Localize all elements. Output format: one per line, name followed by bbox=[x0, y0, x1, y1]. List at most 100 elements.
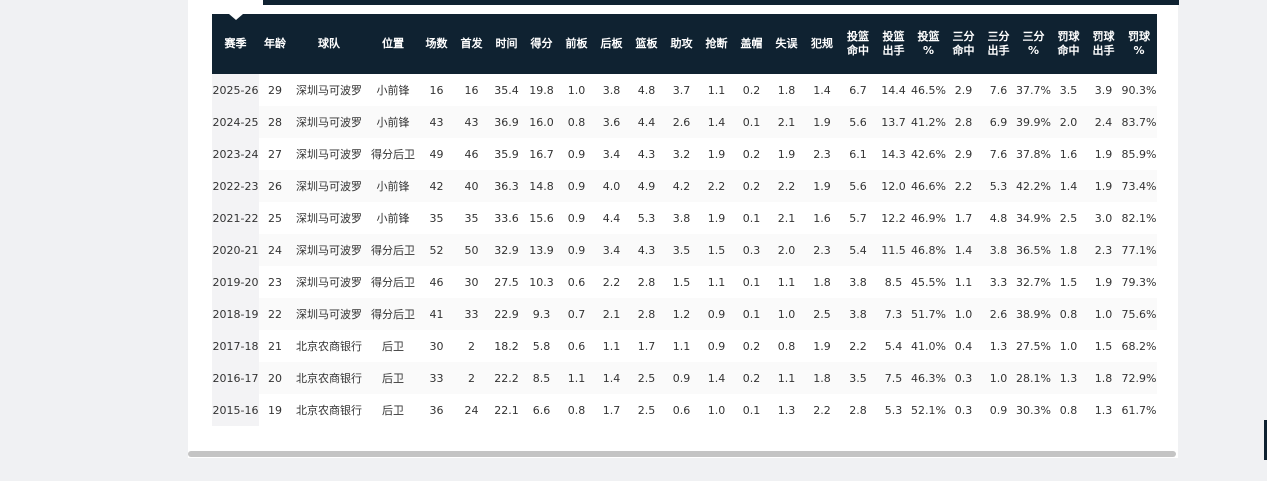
stat-cell: 28.1% bbox=[1016, 362, 1051, 394]
stat-cell: 29 bbox=[268, 83, 282, 97]
stat-cell: 北京农商银行 bbox=[291, 362, 367, 394]
season-cell: 2018-19 bbox=[212, 298, 259, 330]
column-header[interactable]: 三分 命中 bbox=[946, 14, 981, 74]
stat-cell: 5.6 bbox=[840, 106, 876, 138]
stat-cell: 46.5% bbox=[911, 83, 946, 97]
stat-cell: 42.2% bbox=[1016, 170, 1051, 202]
column-header[interactable]: 失误 bbox=[769, 14, 804, 74]
stat-cell: 1.7 bbox=[637, 339, 656, 353]
stat-cell: 2.2 bbox=[813, 403, 831, 417]
column-header[interactable]: 犯规 bbox=[804, 14, 840, 74]
stat-cell: 1.0 bbox=[1086, 298, 1121, 330]
stat-cell: 2.8 bbox=[637, 275, 656, 289]
stat-cell: 3.9 bbox=[1094, 83, 1113, 97]
stat-cell: 3.3 bbox=[989, 275, 1008, 289]
column-header[interactable]: 位置 bbox=[367, 14, 419, 74]
stat-cell: 1.8 bbox=[777, 83, 796, 97]
stat-cell: 4.4 bbox=[602, 211, 621, 225]
season-row: 2015-16 19 北京农商银行 后卫 36 24 22.1 6.6 0.8 1.7 2.5 0.6… bbox=[212, 394, 1157, 426]
stat-cell: 37.8% bbox=[1016, 147, 1051, 161]
stat-cell: 3.8 bbox=[602, 83, 621, 97]
side-tab[interactable] bbox=[1264, 420, 1267, 460]
column-header[interactable]: 盖帽 bbox=[734, 14, 769, 74]
stat-cell: 77.1% bbox=[1121, 234, 1157, 266]
stat-cell: 14.4 bbox=[881, 83, 906, 97]
stat-cell: 5.3 bbox=[981, 170, 1016, 202]
stat-cell: 2.1 bbox=[594, 298, 629, 330]
stat-cell: 3.0 bbox=[1094, 211, 1113, 225]
stat-cell: 2.2 bbox=[946, 170, 981, 202]
column-header[interactable]: 三分 出手 bbox=[981, 14, 1016, 74]
column-header[interactable]: 助攻 bbox=[664, 14, 699, 74]
column-header[interactable]: 首发 bbox=[454, 14, 489, 74]
stat-cell: 5.4 bbox=[840, 234, 876, 266]
column-header[interactable]: 前板 bbox=[559, 14, 594, 74]
stat-cell: 0.2 bbox=[742, 83, 761, 97]
stat-cell: 52.1% bbox=[911, 403, 946, 417]
stat-cell: 50 bbox=[454, 234, 489, 266]
header-text: 投篮 bbox=[882, 30, 905, 43]
stat-cell: 1.4 bbox=[594, 362, 629, 394]
stat-cell: 0.1 bbox=[734, 106, 769, 138]
column-header[interactable]: 球队 bbox=[291, 14, 367, 74]
header-text: 三分 bbox=[952, 30, 975, 43]
stat-cell: 3.8 bbox=[840, 298, 876, 330]
header-text: 罚球 bbox=[1057, 30, 1080, 43]
column-header[interactable]: 投篮 命中 bbox=[840, 14, 876, 74]
column-header[interactable]: 年龄 bbox=[259, 14, 291, 74]
column-header[interactable]: 时间 bbox=[489, 14, 524, 74]
stat-cell: 小前锋 bbox=[376, 84, 410, 97]
stat-cell: 79.3% bbox=[1121, 275, 1157, 289]
stat-cell: 1.1 bbox=[559, 362, 594, 394]
column-header[interactable]: 罚球 命中 bbox=[1051, 14, 1086, 74]
stat-cell: 3.8 bbox=[981, 234, 1016, 266]
stat-cell: 49 bbox=[429, 147, 444, 161]
column-header[interactable]: 抢断 bbox=[699, 14, 734, 74]
column-header[interactable]: 场数 bbox=[419, 14, 454, 74]
column-header[interactable]: 后板 bbox=[594, 14, 629, 74]
header-text: 年龄 bbox=[264, 37, 286, 50]
stat-cell: 90.3% bbox=[1121, 83, 1157, 97]
stat-cell: 2.4 bbox=[1086, 106, 1121, 138]
stat-cell: 36.3 bbox=[489, 170, 524, 202]
header-text: 犯规 bbox=[811, 37, 833, 50]
scrollbar[interactable] bbox=[188, 451, 1176, 457]
stat-cell: 0.9 bbox=[559, 234, 594, 266]
column-header[interactable]: 篮板 bbox=[629, 14, 664, 74]
season-row: 2024-25 28 深圳马可波罗 小前锋 43 43 36.9 16.0 0.8 3.6 4.4 2… bbox=[212, 106, 1157, 138]
stat-cell: 7.3 bbox=[876, 298, 911, 330]
stat-cell: 0.8 bbox=[559, 106, 594, 138]
season-row: 2022-23 26 深圳马可波罗 小前锋 42 40 36.3 14.8 0.9 4.0 4.9 4… bbox=[212, 170, 1157, 202]
header-row: 赛季 年龄 球队 位置 场数 首发 时间 得分 前板 后板 篮板 助攻 抢断 盖帽 失误 犯规 投篮 命中 投篮 出手… bbox=[212, 14, 1157, 74]
stat-cell: 2.5 bbox=[629, 362, 664, 394]
stat-cell: 19 bbox=[268, 403, 282, 417]
column-header[interactable]: 得分 bbox=[524, 14, 559, 74]
stat-cell: 46.6% bbox=[911, 170, 946, 202]
season-row: 2018-19 22 深圳马可波罗 得分后卫 41 33 22.9 9.3 0.7 2.1 2.8 1… bbox=[212, 298, 1157, 330]
season-row: 2017-18 21 北京农商银行 后卫 30 2 18.2 5.8 0.6 1.1 1.7 1.1 0… bbox=[212, 330, 1157, 362]
stat-cell: 3.8 bbox=[672, 211, 691, 225]
stat-cell: 1.3 bbox=[1051, 362, 1086, 394]
header-text: 球队 bbox=[318, 37, 340, 50]
column-header[interactable]: 罚球 出手 bbox=[1086, 14, 1121, 74]
column-header[interactable]: 三分% bbox=[1016, 14, 1051, 74]
stat-cell: 2.2 bbox=[769, 170, 804, 202]
stat-cell: 1.9 bbox=[1094, 147, 1113, 161]
stat-cell: 2.3 bbox=[813, 147, 831, 161]
column-header[interactable]: 罚球% bbox=[1121, 14, 1157, 74]
stat-cell: 51.7% bbox=[911, 298, 946, 330]
stat-cell: 0.2 bbox=[734, 170, 769, 202]
stat-cell: 72.9% bbox=[1121, 362, 1157, 394]
stat-cell: 0.1 bbox=[742, 211, 761, 225]
season-row: 2019-20 23 深圳马可波罗 得分后卫 46 30 27.5 10.3 0.6 2.2 2.8… bbox=[212, 266, 1157, 298]
stat-cell: 0.9 bbox=[707, 339, 726, 353]
column-header[interactable]: 投篮 出手 bbox=[876, 14, 911, 74]
column-header[interactable]: 赛季 bbox=[212, 14, 259, 74]
column-header[interactable]: 投篮% bbox=[911, 14, 946, 74]
stat-cell: 北京农商银行 bbox=[296, 340, 362, 353]
stat-cell: 83.7% bbox=[1121, 106, 1157, 138]
stat-cell: 3.2 bbox=[672, 147, 691, 161]
header-text: 投篮 bbox=[847, 30, 869, 43]
stat-cell: 1.9 bbox=[707, 211, 726, 225]
stat-cell: 8.5 bbox=[884, 275, 903, 289]
